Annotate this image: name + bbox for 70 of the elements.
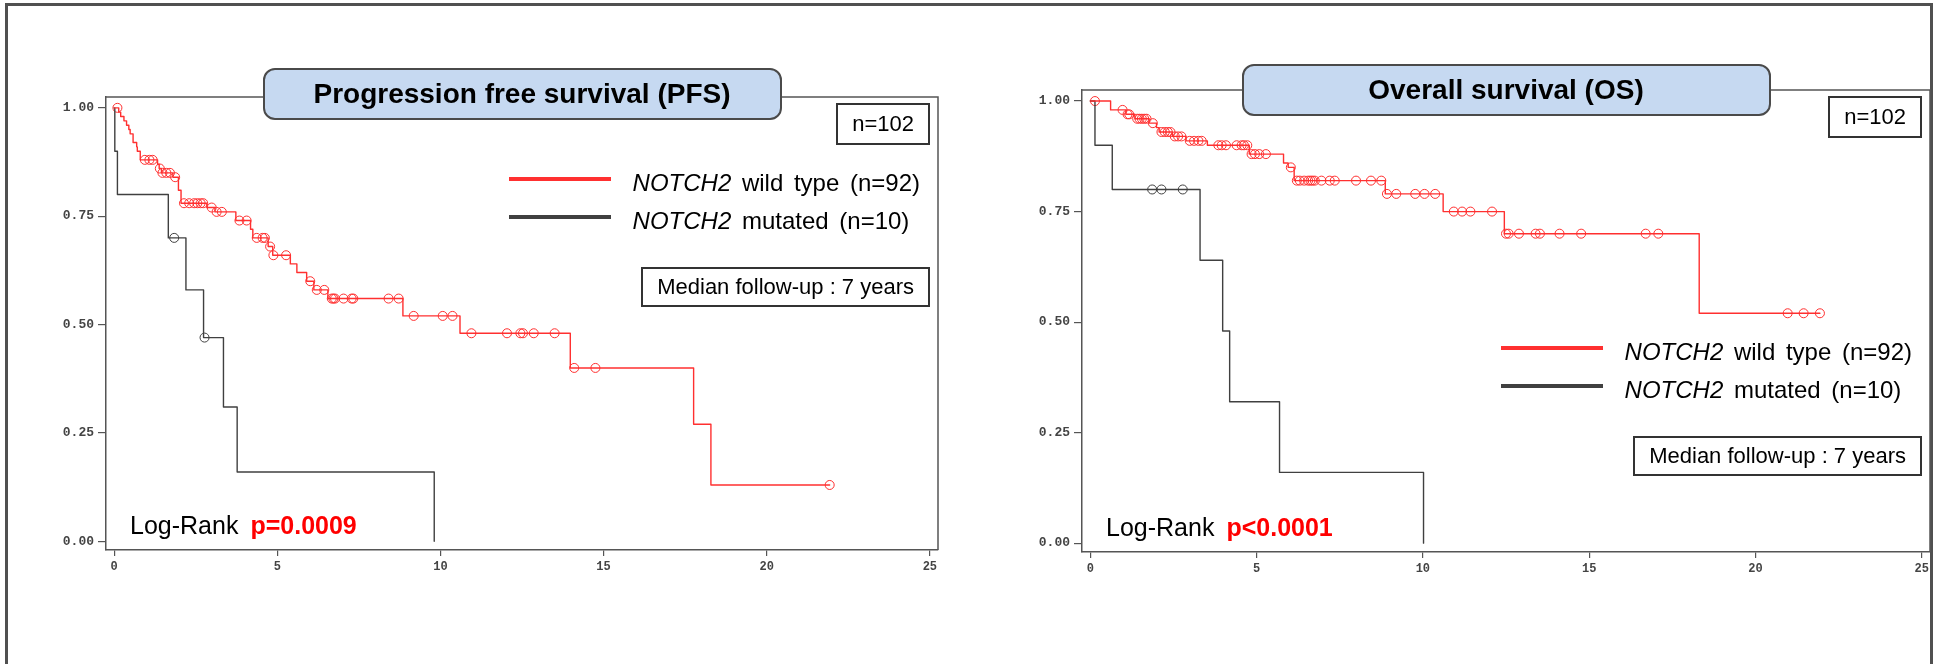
point xyxy=(199,332,210,343)
point xyxy=(437,310,448,321)
annotation: Log-Rank xyxy=(1106,512,1215,542)
point xyxy=(206,202,217,213)
point xyxy=(154,163,165,174)
chart-title: Progression free survival (PFS) xyxy=(313,78,731,110)
point xyxy=(501,328,512,339)
x-tick-label: 10 xyxy=(433,560,448,575)
y-tick-label: 0.25 xyxy=(62,425,95,441)
y-tick-label: 0.50 xyxy=(1038,314,1071,330)
x-tick-label: 15 xyxy=(596,560,611,575)
point xyxy=(251,232,262,243)
point xyxy=(234,215,245,226)
point xyxy=(178,198,189,209)
y-tick-label: 0.50 xyxy=(62,316,95,332)
point xyxy=(211,206,222,217)
annotation: Median follow-up : 7 years xyxy=(1633,436,1922,476)
y-tick-label: 0.25 xyxy=(1038,424,1071,440)
point xyxy=(169,232,180,243)
x-tick-label: 25 xyxy=(922,560,938,575)
point xyxy=(393,293,404,304)
annotation: n=102 xyxy=(836,103,930,145)
point xyxy=(824,479,835,490)
point xyxy=(447,310,458,321)
legend-label: NOTCH2 mutated (n=10) xyxy=(632,206,910,236)
annotation: Log-Rank xyxy=(130,510,239,540)
point xyxy=(383,293,394,304)
point xyxy=(216,206,227,217)
annotation: p=0.0009 xyxy=(250,510,357,540)
point xyxy=(466,328,477,339)
point xyxy=(268,250,279,261)
point xyxy=(528,328,539,339)
chart-title: Overall survival (OS) xyxy=(1368,74,1644,106)
point xyxy=(319,284,330,295)
point xyxy=(569,362,580,373)
x-tick-label: 10 xyxy=(1415,562,1431,577)
point xyxy=(311,284,322,295)
point xyxy=(184,198,195,209)
x-tick-label: 20 xyxy=(759,560,774,575)
x-tick-label: 15 xyxy=(1581,562,1597,577)
y-tick-label: 1.00 xyxy=(1038,93,1071,109)
point xyxy=(265,241,276,252)
x-tick-label: 25 xyxy=(1914,562,1929,577)
y-tick-label: 0.00 xyxy=(1038,535,1071,551)
legend-label: NOTCH2 mutated (n=10) xyxy=(1624,375,1902,405)
point xyxy=(281,250,292,261)
point xyxy=(170,172,181,183)
x-tick-label: 20 xyxy=(1748,562,1763,577)
y-tick-label: 0.00 xyxy=(62,533,95,549)
x-tick-label: 0 xyxy=(110,560,118,575)
legend-label: NOTCH2 wild type (n=92) xyxy=(1624,337,1912,367)
point xyxy=(157,167,168,178)
annotation: n=102 xyxy=(1828,96,1922,138)
point xyxy=(338,293,349,304)
point xyxy=(305,276,316,287)
x-tick-label: 5 xyxy=(273,560,281,575)
y-tick-label: 0.75 xyxy=(62,208,95,224)
point xyxy=(139,154,150,165)
x-tick-label: 5 xyxy=(1252,562,1261,577)
y-tick-label: 1.00 xyxy=(62,100,95,116)
point xyxy=(112,102,123,113)
point xyxy=(590,362,601,373)
annotation: p<0.0001 xyxy=(1226,512,1333,542)
y-tick-label: 0.75 xyxy=(1038,203,1071,219)
point xyxy=(408,310,419,321)
legend-label: NOTCH2 wild type (n=92) xyxy=(632,168,920,198)
point xyxy=(241,215,252,226)
x-tick-label: 0 xyxy=(1086,562,1094,577)
point xyxy=(549,328,560,339)
annotation: Median follow-up : 7 years xyxy=(641,267,930,307)
